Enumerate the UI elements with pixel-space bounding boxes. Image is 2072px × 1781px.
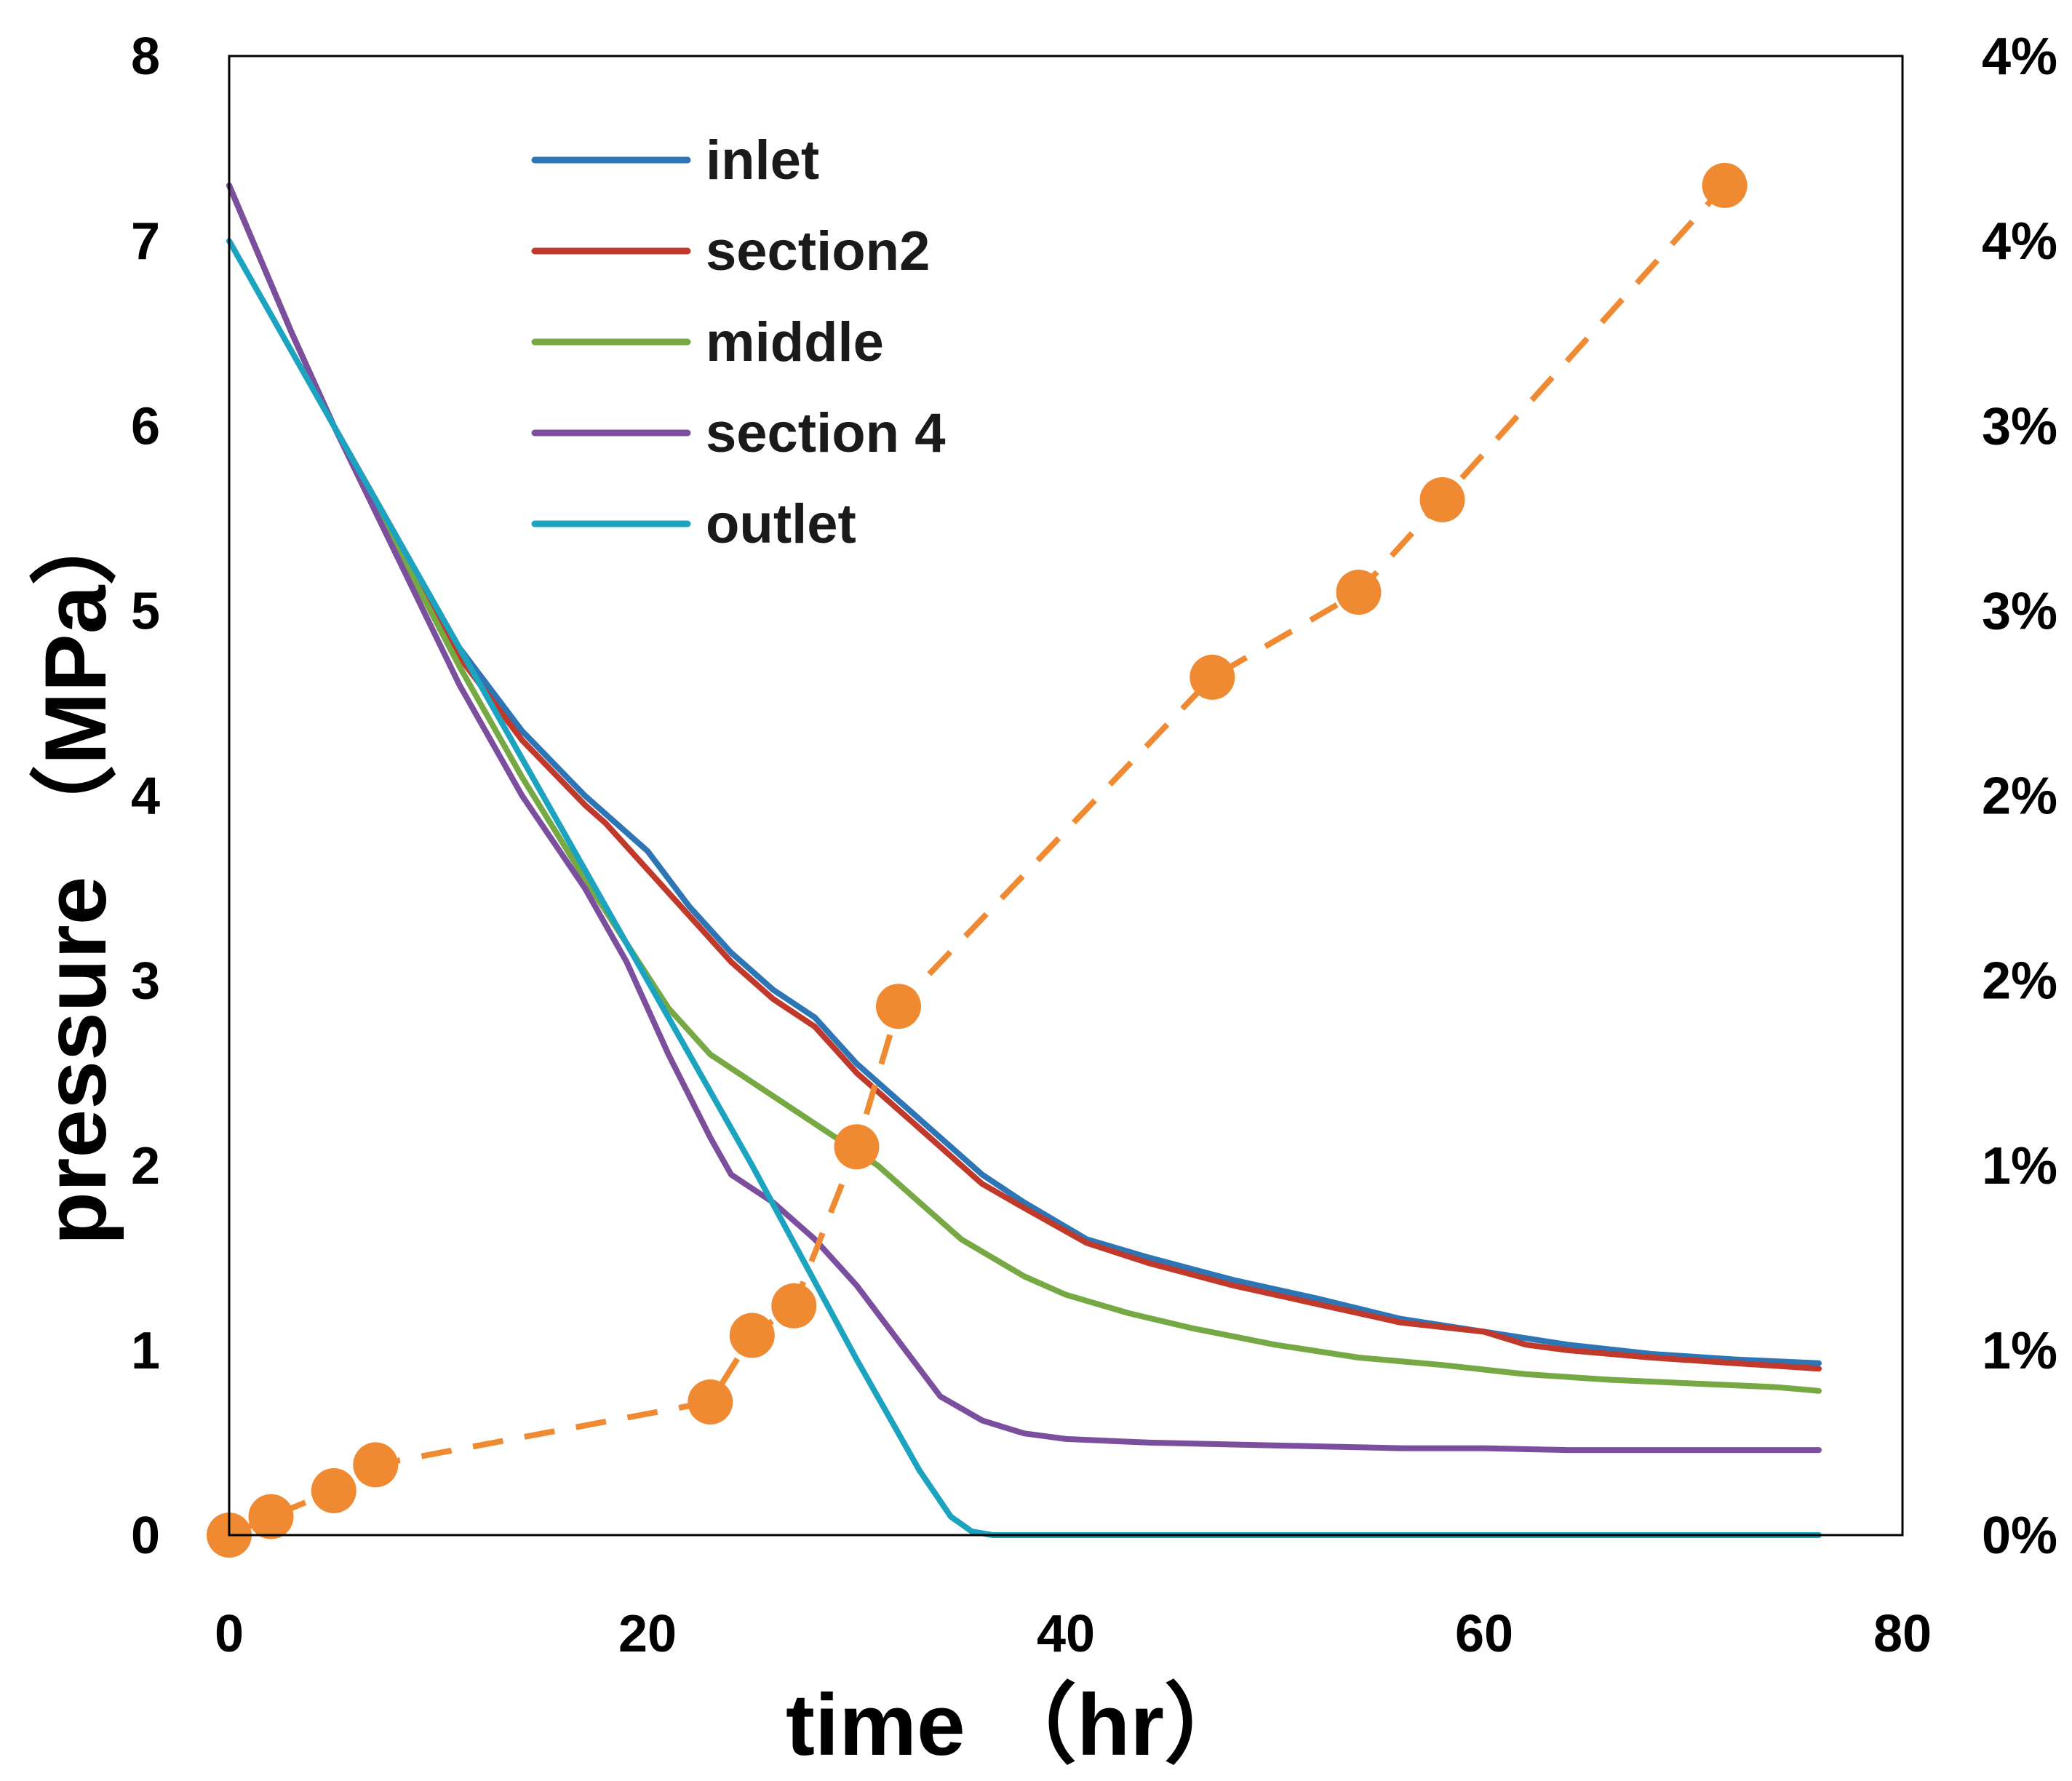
plot-area-frame [228,55,1904,1537]
legend-item-section2: section2 [531,220,930,282]
legend-label: section 4 [706,402,945,464]
y-tick-label: 4 [131,768,160,826]
y2-tick-label: 1% [1982,1322,2057,1380]
data-point-marker [1419,477,1465,522]
legend-label: outlet [706,493,856,555]
y-tick-label: 7 [131,212,160,271]
y2-tick-label: 0% [1982,1507,2057,1565]
y-tick-label: 2 [131,1137,160,1195]
series-layer [207,162,1822,1558]
data-point-marker [311,1468,356,1513]
y-tick-label: 0 [131,1507,160,1565]
x-tick-label: 80 [1873,1605,1932,1663]
legend: inlet section2 middle section 4 outlet [531,130,945,555]
y-tick-label: 3 [131,952,160,1011]
y2-tick-label: 3% [1982,582,2057,640]
data-point-marker [1190,654,1235,700]
legend-label: inlet [706,130,819,191]
y2-tick-label: 4% [1982,28,2057,86]
series-line-section-4 [226,182,1822,1454]
data-point-marker [729,1312,775,1358]
data-point-marker [1336,570,1382,615]
x-tick-label: 20 [618,1605,677,1663]
y-tick-label: 6 [131,397,160,455]
legend-label: middle [706,311,884,373]
x-tick-label: 60 [1455,1605,1513,1663]
y2-tick-label: 2% [1982,768,2057,826]
ticks-layer: 0 20 40 60 80 0 1 2 3 4 5 6 7 8 0% 1% 1% 2% 2% 3% 3% 4% 4% [131,28,2057,1663]
data-point-marker [353,1442,399,1488]
legend-item-outlet: outlet [531,493,856,555]
x-tick-label: 0 [215,1605,244,1663]
legend-item-section-4: section 4 [531,402,945,464]
legend-item-inlet: inlet [531,130,819,191]
data-point-marker [834,1124,880,1170]
x-tick-label: 40 [1037,1605,1095,1663]
y2-tick-label: 3% [1982,397,2057,455]
y2-tick-label: 4% [1982,212,2057,271]
x-axis-title: time （hr） [786,1676,1251,1774]
legend-label: section2 [706,220,930,282]
y-tick-label: 8 [131,28,160,86]
y-tick-label: 5 [131,582,160,640]
y-tick-label: 1 [131,1322,160,1380]
legend-item-middle: middle [531,311,884,373]
data-point-marker [248,1494,294,1539]
data-point-marker [876,984,921,1029]
y-axis-title: pressure （MPa） [27,498,124,1245]
data-point-marker [1702,162,1748,208]
y2-tick-label: 2% [1982,952,2057,1011]
series-line-middle [226,182,1822,1394]
data-point-marker [688,1379,733,1425]
data-point-marker [771,1283,817,1328]
y2-tick-label: 1% [1982,1137,2057,1195]
